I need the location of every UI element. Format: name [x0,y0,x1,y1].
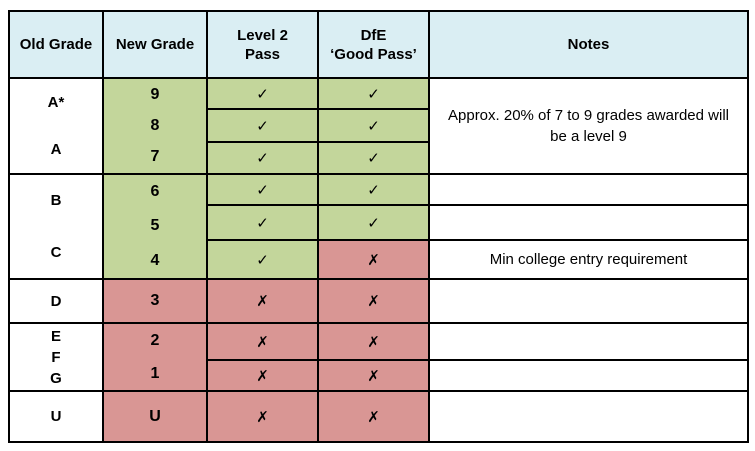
old-grade-e: E [50,327,61,345]
row-grade-6: B C 6 5 4 ✓ ✓ [8,173,749,280]
dfe-mark-grade-7: ✓ [317,141,430,175]
header-level2-line2: Pass [244,45,281,63]
level2-mark-grade-8: ✓ [206,108,319,143]
grade-conversion-table: Old Grade New Grade Level 2 Pass DfE ‘Go… [8,10,749,443]
new-grade-5: 5 [150,217,160,235]
old-grade-a: A [50,141,62,158]
row-grade-8: ✓ ✓ [9,108,748,143]
new-grade-1: 1 [150,364,160,382]
new-grade-2: 2 [150,331,160,349]
old-grade-f: F [51,348,61,366]
notes-cell-grade-2 [428,322,749,361]
level2-mark-grade-7: ✓ [206,141,319,175]
notes-cell-grade-6 [428,173,749,206]
header-notes: Notes [428,10,749,79]
header-old-grade-label: Old Grade [19,36,93,53]
old-grade-c: C [50,243,62,261]
row-grade-2: E F G 2 1 ✗ ✗ [8,322,749,392]
new-grade-8: 8 [150,116,160,134]
row-grade-1: ✗ ✗ [9,359,749,392]
dfe-mark-grade-u: ✗ [317,390,430,443]
dfe-mark-grade-1: ✗ [317,359,430,392]
notes-cell-grade-1 [428,359,749,392]
old-grade-a-star: A* [47,94,65,111]
old-grade-stack: B C [11,176,101,277]
new-grade-7: 7 [150,148,160,166]
row-grade-3: D 3 ✗ ✗ [8,278,749,324]
header-old-grade: Old Grade [8,10,104,79]
header-notes-label: Notes [567,36,610,53]
dfe-mark-grade-5: ✓ [317,204,430,241]
old-grade-stack: E F G [11,325,101,389]
old-grade-cell-d: D [8,278,104,324]
notes-cell-grade-3 [428,278,749,324]
new-grade-cell-3: 3 [102,278,208,324]
level2-mark-grade-5: ✓ [206,204,319,241]
new-grade-6: 6 [150,183,160,201]
old-grade-b: B [50,192,62,210]
level2-mark-grade-6: ✓ [206,173,319,206]
new-grade-4: 4 [150,251,160,269]
level2-mark-grade-4: ✓ [206,239,319,280]
dfe-mark-grade-3: ✗ [317,278,430,324]
header-level2-pass: Level 2 Pass [206,10,319,79]
header-dfe-good-pass: DfE ‘Good Pass’ [317,10,430,79]
old-grade-g: G [50,369,62,387]
dfe-mark-grade-9: ✓ [317,77,430,110]
new-grade-stack: 2 1 [105,325,205,389]
new-grade-stack: 9 8 7 [105,80,205,172]
old-grade-stack: A* A [11,80,101,172]
header-new-grade-label: New Grade [115,36,195,53]
old-grade-cell-u: U [8,390,104,443]
dfe-mark-grade-6: ✓ [317,173,430,206]
new-grade-stack: 6 5 4 [105,176,205,277]
header-row: Old Grade New Grade Level 2 Pass DfE ‘Go… [8,10,749,79]
header-dfe-line1: DfE [360,26,387,44]
old-grade-cell-astar-a: A* A [8,77,104,175]
row-grade-7: ✓ ✓ [9,141,748,175]
header-new-grade: New Grade [102,10,208,79]
level2-mark-grade-u: ✗ [206,390,319,443]
row-grade-4: ✓ ✗ Min college entry requirement [9,239,749,280]
row-grade-u: U U ✗ ✗ [8,390,749,443]
dfe-mark-grade-4: ✗ [317,239,430,280]
old-grade-cell-e-f-g: E F G [8,322,104,392]
header-level2-line1: Level 2 [237,26,288,44]
notes-cell-grade-u [428,390,749,443]
level2-mark-grade-3: ✗ [206,278,319,324]
dfe-mark-grade-2: ✗ [317,322,430,361]
new-grade-cell-6-5-4: 6 5 4 [102,173,208,280]
row-grade-5: ✓ ✓ [9,204,749,241]
level2-mark-grade-1: ✗ [206,359,319,392]
level2-mark-grade-2: ✗ [206,322,319,361]
old-grade-cell-b-c: B C [8,173,104,280]
dfe-mark-grade-8: ✓ [317,108,430,143]
header-dfe-line2: ‘Good Pass’ [330,45,417,63]
notes-cell-7-to-9: Approx. 20% of 7 to 9 grades awarded wil… [428,77,749,175]
row-grade-9: A* A 9 8 7 ✓ ✓ Approx. 20% of 7 to 9 gra… [8,77,749,175]
level2-mark-grade-9: ✓ [206,77,319,110]
new-grade-cell-2-1: 2 1 [102,322,208,392]
new-grade-cell-u: U [102,390,208,443]
notes-cell-grade-5 [428,204,749,241]
new-grade-cell-9-8-7: 9 8 7 [102,77,208,175]
new-grade-9: 9 [150,85,160,103]
notes-cell-grade-4: Min college entry requirement [428,239,749,280]
